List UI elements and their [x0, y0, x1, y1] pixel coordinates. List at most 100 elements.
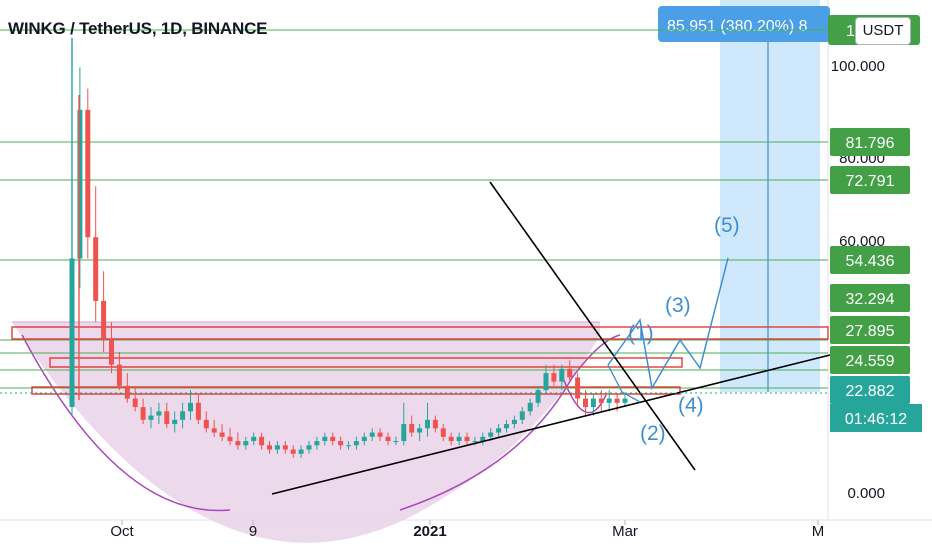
candle-body [464, 436, 470, 442]
candle-body [219, 432, 225, 437]
resistance-box-mid [49, 357, 683, 368]
price-tag [830, 376, 910, 404]
candle-body [148, 415, 154, 420]
price-tag-label: 24.559 [846, 353, 895, 370]
candle-body [290, 449, 296, 454]
candle-body [527, 402, 533, 412]
candle-body [211, 428, 217, 433]
trendlines [271, 181, 831, 495]
candle-body [298, 449, 304, 454]
price-tag-label: 22.882 [846, 383, 895, 400]
price-tag-label: 54.436 [846, 253, 895, 270]
price-tag-label: 72.791 [846, 173, 895, 190]
wave-label: (2) [640, 422, 666, 445]
support-box [31, 386, 681, 395]
price-tag [830, 166, 910, 194]
candle-body [567, 368, 573, 378]
cup-left-curve [21, 334, 231, 512]
candle-body [606, 398, 612, 403]
x-tick-label: Mar [612, 523, 638, 540]
candle-body [235, 441, 241, 446]
wave-path-line [607, 257, 729, 391]
candle-body [164, 411, 170, 425]
candle-body [590, 398, 596, 408]
wave-label: (5) [714, 214, 740, 237]
price-tag-label: 27.895 [846, 323, 895, 340]
candle-body [243, 441, 249, 446]
price-tag [830, 316, 910, 344]
rising-trendline [271, 354, 831, 495]
candle-body [251, 436, 257, 442]
wave-label: (1) [628, 322, 654, 345]
candle-body [314, 441, 320, 446]
candle-body [132, 398, 138, 408]
candle-body [417, 428, 423, 433]
chart-title: WINKG / TetherUS, 1D, BINANCE [8, 19, 268, 38]
wave-path-down [607, 364, 641, 403]
candle-body [338, 441, 344, 446]
wave-path: (1) (2) (3) (4) (5) [607, 214, 740, 445]
candle-body [188, 402, 193, 412]
candle-body [543, 373, 549, 391]
candle-body [116, 364, 122, 386]
candle-body [330, 436, 336, 442]
candle-body [575, 377, 581, 399]
candle-body [425, 419, 430, 429]
candle-body [401, 424, 407, 442]
resistance-box-top [11, 326, 829, 340]
candle-body [259, 436, 265, 446]
candle-body [488, 432, 494, 437]
x-tick-label: 2021 [413, 523, 446, 540]
price-tag [830, 284, 910, 312]
time-axis[interactable]: Oct 9 2021 Mar M [110, 520, 824, 540]
countdown-label: 01:46:12 [845, 411, 907, 428]
candle-body [519, 411, 525, 420]
candles [69, 38, 628, 459]
candle-body [472, 441, 478, 443]
cup-fill [12, 322, 600, 543]
candle-body [172, 419, 178, 425]
level-lines [0, 29, 828, 389]
candle-body [227, 436, 233, 442]
candle-body [180, 411, 186, 420]
candle-body [306, 445, 312, 450]
candle-body [614, 398, 620, 403]
y-tick-label: 100.000 [831, 58, 885, 75]
x-tick-label: 9 [249, 523, 257, 540]
x-tick-label: Oct [110, 523, 134, 540]
y-tick-label: 0.000 [847, 485, 885, 502]
price-tag [830, 128, 910, 156]
candle-body [353, 441, 359, 446]
candle-body [559, 368, 565, 382]
x-tick-label: M [812, 523, 825, 540]
candle-body [85, 109, 91, 238]
currency-button[interactable]: USDT [855, 17, 911, 45]
countdown-tag [830, 404, 922, 432]
candle-body [622, 398, 628, 403]
measure-label: 85.951 (380.20%) 8 [667, 18, 808, 35]
wave-label: (4) [678, 394, 704, 417]
candle-body [101, 300, 107, 340]
candle-body [195, 402, 201, 420]
candle-body [140, 407, 146, 420]
candle-body [77, 109, 83, 259]
resistance-boxes [11, 326, 829, 395]
candle-body [583, 398, 588, 408]
candle-body [448, 436, 454, 442]
candle-body [511, 419, 517, 425]
price-tag-label: 81.796 [846, 135, 895, 152]
price-tag-label: 1 [846, 23, 855, 40]
projection-box: 85.951 (380.20%) 8 [658, 0, 830, 392]
candle-body [377, 432, 383, 437]
cup-right-curve [399, 334, 621, 511]
candle-body [393, 441, 399, 443]
price-axis[interactable]: 100.00060.0000.00080.000181.79672.79154.… [0, 15, 922, 502]
candle-body [432, 419, 438, 429]
candle-body [480, 436, 486, 442]
candle-body [440, 428, 446, 437]
candle-body [361, 436, 367, 442]
candle-body [282, 445, 288, 450]
candle-body [322, 436, 328, 442]
wave-label: (3) [665, 294, 691, 317]
